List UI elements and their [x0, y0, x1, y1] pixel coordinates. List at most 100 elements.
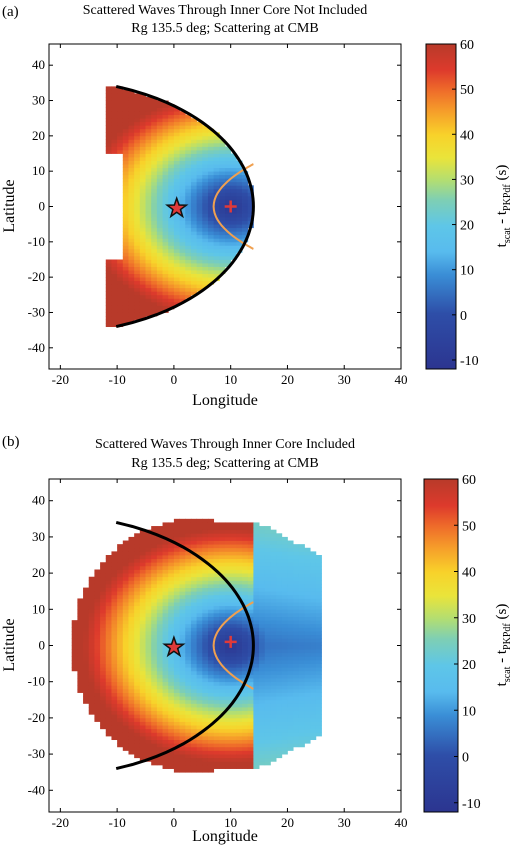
heatmap-cell — [151, 721, 158, 726]
heatmap-cell — [253, 529, 260, 534]
heatmap-cell — [293, 602, 300, 607]
heatmap-cell — [77, 598, 84, 603]
heatmap-cell — [259, 656, 266, 661]
heatmap-cell — [207, 703, 215, 708]
heatmap-cell — [128, 121, 135, 126]
heatmap-cell — [173, 728, 180, 733]
heatmap-cell — [151, 627, 158, 632]
heatmap-cell — [236, 217, 243, 222]
heatmap-cell — [196, 667, 203, 672]
heatmap-cell — [270, 587, 277, 592]
heatmap-cell — [270, 714, 277, 719]
heatmap-cell — [213, 558, 220, 563]
heatmap-cell — [105, 135, 112, 140]
heatmap-cell — [213, 688, 220, 693]
heatmap-cell — [134, 565, 141, 570]
y-tick-label: 0 — [39, 638, 46, 653]
heatmap-cell — [281, 750, 288, 755]
heatmap-cell — [145, 652, 152, 657]
heatmap-cell — [293, 591, 300, 596]
heatmap-cell — [196, 270, 203, 275]
heatmap-cell — [298, 580, 305, 585]
heatmap-cell — [162, 111, 169, 116]
heatmap-cell — [190, 674, 198, 679]
heatmap-cell — [128, 710, 135, 715]
heatmap-cell — [190, 199, 198, 204]
heatmap-cell — [139, 104, 146, 108]
heatmap-cell — [230, 565, 237, 570]
heatmap-cell — [202, 735, 209, 741]
heatmap-cell — [179, 167, 186, 172]
heatmap-cell — [293, 725, 300, 730]
heatmap-cell — [202, 768, 209, 773]
heatmap-cell — [156, 623, 163, 628]
heatmap-cell — [139, 717, 146, 722]
heatmap-cell — [259, 533, 266, 538]
heatmap-cell — [304, 620, 311, 625]
heatmap-cell — [207, 188, 215, 193]
heatmap-cell — [270, 659, 277, 664]
heatmap-cell — [253, 645, 260, 650]
heatmap-cell — [139, 627, 146, 632]
heatmap-cell — [173, 224, 180, 229]
heatmap-cell — [185, 238, 192, 243]
heatmap-cell — [173, 181, 180, 186]
heatmap-cell — [242, 529, 249, 534]
heatmap-cell — [276, 659, 283, 664]
heatmap-cell — [156, 728, 163, 733]
heatmap-cell — [179, 710, 186, 715]
heatmap-cell — [315, 707, 322, 712]
heatmap-cell — [202, 149, 209, 154]
heatmap-cell — [105, 645, 112, 650]
heatmap-cell — [190, 153, 198, 158]
heatmap-cell — [202, 174, 209, 179]
heatmap-cell — [134, 703, 141, 708]
heatmap-cell — [293, 649, 300, 654]
heatmap-cell — [156, 188, 163, 193]
heatmap-cell — [298, 707, 305, 712]
heatmap-cell — [128, 540, 135, 545]
heatmap-cell — [259, 547, 266, 552]
heatmap-cell — [202, 725, 209, 730]
heatmap-cell — [122, 164, 129, 169]
heatmap-cell — [173, 699, 180, 704]
heatmap-cell — [225, 192, 232, 197]
heatmap-cell — [190, 277, 198, 282]
heatmap-cell — [202, 638, 209, 643]
heatmap-cell — [151, 659, 158, 664]
heatmap-cell — [225, 764, 232, 769]
heatmap-cell — [145, 312, 152, 317]
heatmap-cell — [122, 308, 129, 313]
heatmap-cell — [105, 111, 112, 116]
heatmap-cell — [162, 121, 169, 126]
heatmap-cell — [151, 305, 158, 310]
heatmap-cell — [122, 696, 129, 701]
heatmap-cell — [145, 213, 152, 218]
heatmap-cell — [276, 594, 283, 599]
heatmap-cell — [151, 565, 158, 570]
heatmap-cell — [293, 743, 300, 748]
heatmap-cell — [247, 609, 254, 614]
colorbar-tick-label: 60 — [460, 38, 474, 53]
heatmap-cell — [236, 188, 243, 193]
chart-title-line-2: Rg 135.5 deg; Scattering at CMB — [131, 21, 318, 36]
heatmap-cell — [259, 594, 266, 599]
heatmap-cell — [151, 245, 158, 250]
heatmap-cell — [100, 602, 107, 607]
heatmap-cell — [173, 266, 180, 271]
heatmap-cell — [122, 114, 129, 119]
heatmap-cell — [230, 202, 237, 207]
heatmap-cell — [242, 188, 249, 193]
heatmap-cell — [105, 714, 112, 719]
heatmap-cell — [134, 678, 141, 683]
heatmap-cell — [190, 703, 198, 708]
heatmap-cell — [139, 252, 146, 257]
heatmap-cell — [128, 255, 135, 260]
heatmap-cell — [253, 757, 260, 762]
heatmap-cell — [168, 266, 175, 271]
heatmap-cell — [100, 609, 107, 614]
heatmap-cell — [122, 277, 129, 282]
heatmap-cell — [111, 259, 118, 264]
heatmap-cell — [264, 663, 271, 668]
heatmap-cell — [128, 259, 135, 264]
